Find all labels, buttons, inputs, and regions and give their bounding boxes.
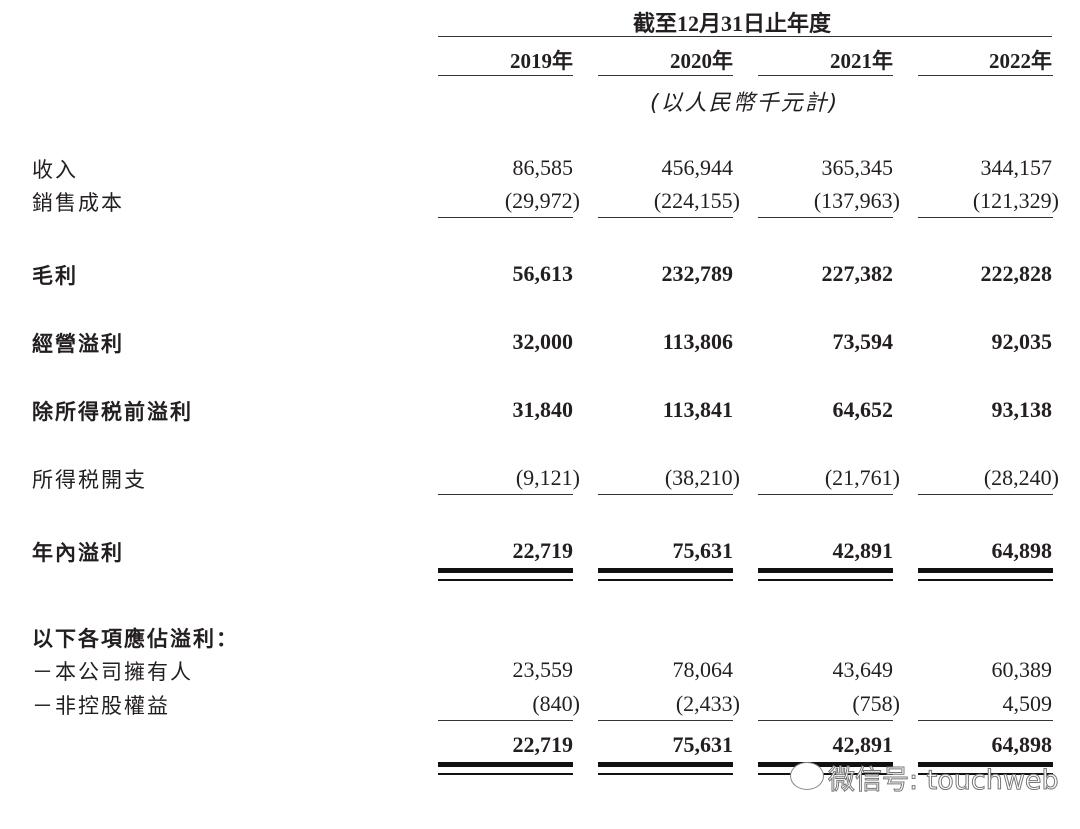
period-header: 截至12月31日止年度	[633, 11, 832, 36]
row-label-non-controlling: －非控股權益	[32, 694, 170, 718]
cell: 56,613	[512, 261, 574, 286]
row-label-profit-for-year: 年內溢利	[32, 541, 124, 565]
cell: 73,594	[832, 329, 894, 354]
unit-note: (以人民幣千元計)	[650, 91, 840, 116]
cell: (21,761)	[824, 465, 900, 490]
cell: (9,121)	[515, 465, 580, 490]
row-label-revenue: 收入	[32, 158, 78, 182]
year-2021: 2021年	[830, 49, 893, 73]
header-rule	[438, 36, 1052, 37]
cell: 93,138	[991, 397, 1053, 422]
cell: 22,719	[512, 538, 574, 563]
cell: 113,841	[662, 397, 733, 422]
cell: 344,157	[980, 155, 1053, 180]
row-label-cost-of-sales: 銷售成本	[32, 191, 124, 215]
cell: 222,828	[980, 261, 1053, 286]
cell: (28,240)	[983, 465, 1059, 490]
cell: 43,649	[832, 657, 894, 682]
row-label-owners: －本公司擁有人	[32, 660, 193, 684]
year-2022: 2022年	[989, 49, 1052, 73]
year-2019: 2019年	[510, 49, 573, 73]
cell: 32,000	[512, 329, 574, 354]
year-2020: 2020年	[670, 49, 733, 73]
cell: 86,585	[512, 155, 574, 180]
cell: 64,652	[832, 397, 894, 422]
cell: (137,963)	[813, 188, 900, 213]
cell: 92,035	[991, 329, 1053, 354]
cell: 22,719	[512, 732, 574, 757]
cell: (840)	[532, 691, 580, 716]
row-label-profit-before-tax: 除所得税前溢利	[32, 400, 193, 424]
cell: 113,806	[662, 329, 733, 354]
cell: 64,898	[991, 538, 1053, 563]
cell: (224,155)	[653, 188, 740, 213]
cell: 232,789	[661, 261, 734, 286]
cell: 64,898	[991, 732, 1053, 757]
cell: 227,382	[821, 261, 894, 286]
cell: 31,840	[512, 397, 574, 422]
cell: (2,433)	[675, 691, 740, 716]
row-label-income-tax: 所得税開支	[32, 468, 147, 492]
cell: 75,631	[672, 538, 734, 563]
cell: 42,891	[832, 732, 894, 757]
watermark: 微信号: touchweb	[828, 765, 1060, 797]
cell: 4,509	[1002, 691, 1053, 716]
cell: 42,891	[832, 538, 894, 563]
cell: (121,329)	[972, 188, 1059, 213]
row-label-attributable-to: 以下各項應佔溢利：	[32, 627, 239, 651]
cell: 75,631	[672, 732, 734, 757]
cell: 456,944	[661, 155, 734, 180]
row-label-operating-profit: 經營溢利	[32, 332, 124, 356]
cell: (29,972)	[504, 188, 580, 213]
wechat-icon	[790, 762, 824, 790]
cell: (758)	[852, 691, 900, 716]
row-label-gross-profit: 毛利	[32, 264, 78, 288]
cell: 60,389	[991, 657, 1053, 682]
cell: (38,210)	[664, 465, 740, 490]
cell: 23,559	[512, 657, 574, 682]
cell: 365,345	[821, 155, 894, 180]
cell: 78,064	[672, 657, 734, 682]
